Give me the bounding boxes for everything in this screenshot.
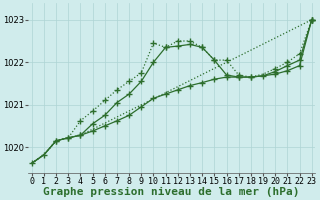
X-axis label: Graphe pression niveau de la mer (hPa): Graphe pression niveau de la mer (hPa) bbox=[44, 187, 300, 197]
